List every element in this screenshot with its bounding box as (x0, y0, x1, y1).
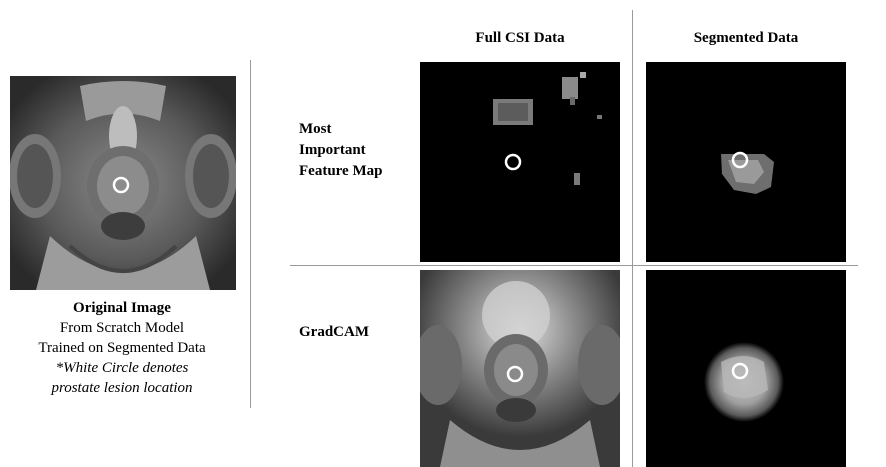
original-image-caption: Original Image From Scratch Model Traine… (0, 298, 244, 398)
gradcam-full-csi-panel (420, 270, 620, 467)
caption-line1: From Scratch Model (59, 320, 185, 336)
row-divider (290, 265, 858, 266)
gradcam-segmented-graphic (704, 342, 784, 422)
caption-note-line2: prostate lesion location (51, 380, 193, 396)
lesion-marker (504, 153, 522, 171)
column-divider (632, 10, 633, 467)
feature-map-segmented-graphic (721, 151, 774, 194)
gradcam-full-csi-graphic (420, 270, 620, 467)
column-header-segmented: Segmented Data (693, 30, 799, 46)
caption-title: Original Image (73, 300, 171, 316)
left-divider (250, 60, 251, 408)
original-mri-image (10, 76, 236, 290)
lesion-marker (731, 151, 749, 169)
row-label-line: Important (299, 142, 366, 158)
feature-map-full-csi-panel (420, 62, 620, 262)
lesion-marker (112, 176, 130, 194)
column-header-full-csi: Full CSI Data (475, 30, 565, 46)
feature-map-segmented-panel (646, 62, 846, 262)
row-label-feature-map: Most Important Feature Map (299, 119, 382, 182)
caption-note-line1: *White Circle denotes (55, 360, 189, 376)
lesion-marker (731, 362, 749, 380)
row-label-line: Feature Map (299, 163, 383, 179)
feature-map-full-csi-graphic (493, 72, 602, 185)
caption-line2: Trained on Segmented Data (38, 340, 206, 356)
row-label-gradcam: GradCAM (299, 324, 369, 340)
gradcam-segmented-panel (646, 270, 846, 467)
original-mri-graphic (10, 76, 236, 290)
lesion-marker (506, 365, 524, 383)
row-label-line: Most (299, 121, 332, 137)
